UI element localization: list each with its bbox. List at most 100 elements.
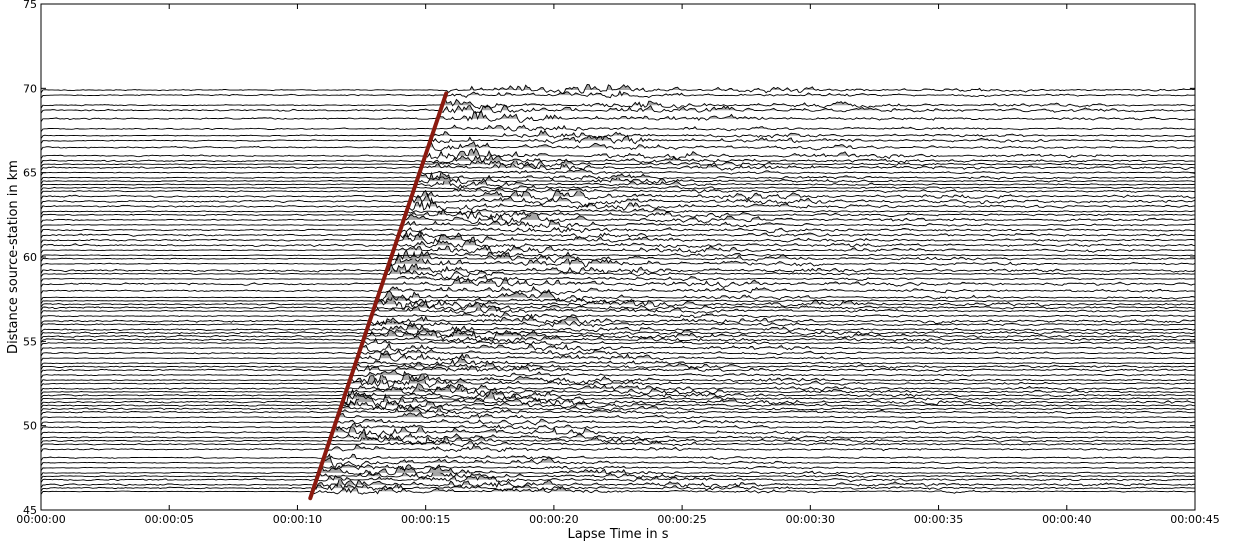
trace-fill <box>41 227 1195 230</box>
trace-line <box>41 373 1195 389</box>
trace-line <box>41 474 1195 483</box>
trace-line <box>41 196 1195 211</box>
trace-line <box>41 153 1195 165</box>
trace-line <box>41 469 1195 480</box>
x-tick-label: 00:00:00 <box>16 513 65 526</box>
x-tick-label: 00:00:15 <box>401 513 450 526</box>
trace-line <box>41 300 1195 312</box>
x-axis-ticks: 00:00:00 00:00:05 00:00:10 00:00:15 00:00:20… <box>16 4 1220 526</box>
trace-line <box>41 231 1195 239</box>
trace-line <box>41 464 1195 477</box>
trace-line <box>41 213 1195 225</box>
plot-background <box>41 4 1195 510</box>
trace-line <box>41 89 1195 99</box>
trace-line <box>41 391 1195 404</box>
trace-line <box>41 244 1195 254</box>
trace-line <box>41 361 1195 370</box>
trace-line <box>41 285 1195 296</box>
trace-line <box>41 453 1195 469</box>
trace-fill <box>41 173 1195 178</box>
trace-line <box>41 370 1195 386</box>
trace-line <box>41 134 1195 145</box>
trace-line <box>41 250 1195 268</box>
moveout-line <box>308 91 449 501</box>
trace-line <box>41 355 1195 367</box>
trace-line <box>41 97 1195 110</box>
seismic-traces <box>41 84 1195 495</box>
trace-line <box>41 388 1195 400</box>
trace-fill <box>41 232 1195 236</box>
trace-line <box>41 425 1195 437</box>
trace-line <box>41 229 1195 245</box>
trace-line <box>41 439 1195 448</box>
x-tick-label: 00:00:35 <box>914 513 963 526</box>
trace-line <box>41 305 1195 315</box>
trace-line <box>41 313 1195 326</box>
trace-line <box>41 478 1195 491</box>
trace-line <box>41 335 1195 344</box>
trace-line <box>41 192 1195 208</box>
y-tick-label: 50 <box>23 420 37 433</box>
x-tick-label: 00:00:05 <box>145 513 194 526</box>
trace-line <box>41 264 1195 280</box>
x-axis-label: Lapse Time in s <box>567 527 668 542</box>
trace-line <box>41 294 1195 305</box>
trace-line <box>41 251 1195 259</box>
trace-line <box>41 463 1195 472</box>
y-tick-label: 70 <box>23 82 37 95</box>
trace-line <box>41 289 1195 303</box>
trace-line <box>41 124 1195 133</box>
trace-line <box>41 161 1195 171</box>
trace-line <box>41 486 1195 495</box>
trace-line <box>41 382 1195 392</box>
trace-line <box>41 236 1195 249</box>
trace-line <box>41 275 1195 289</box>
x-tick-label: 00:00:30 <box>786 513 835 526</box>
trace-line <box>41 383 1195 398</box>
trace-line <box>41 350 1195 362</box>
trace-line <box>41 453 1195 462</box>
trace-line <box>41 327 1195 338</box>
y-tick-label: 65 <box>23 167 37 180</box>
trace-line <box>41 140 1195 152</box>
trace-line <box>41 348 1195 357</box>
x-tick-label: 00:00:45 <box>1170 513 1219 526</box>
trace-line <box>41 326 1195 342</box>
trace-fill <box>41 454 1195 463</box>
trace-line <box>41 444 1195 453</box>
trace-line <box>41 321 1195 333</box>
trace-line <box>41 312 1195 320</box>
trace-line <box>41 104 1195 114</box>
trace-line <box>41 147 1195 161</box>
x-tick-label: 00:00:20 <box>529 513 578 526</box>
trace-line <box>41 177 1195 189</box>
trace-fill <box>41 464 1195 468</box>
trace-fill <box>41 412 1195 418</box>
trace-line <box>41 173 1195 181</box>
trace-line <box>41 109 1195 123</box>
trace-line <box>41 369 1195 379</box>
y-tick-label: 45 <box>23 504 37 517</box>
trace-line <box>41 405 1195 416</box>
trace-line <box>41 392 1195 407</box>
x-tick-label: 00:00:40 <box>1042 513 1091 526</box>
trace-line <box>41 186 1195 195</box>
trace-line <box>41 411 1195 421</box>
trace-line <box>41 318 1195 328</box>
trace-line <box>41 294 1195 310</box>
trace-line <box>41 418 1195 426</box>
trace-line <box>41 168 1195 176</box>
trace-line <box>41 337 1195 347</box>
trace-line <box>41 184 1195 192</box>
y-tick-label: 60 <box>23 251 37 264</box>
y-tick-label: 75 <box>23 0 37 11</box>
trace-line <box>41 274 1195 283</box>
trace-line <box>41 219 1195 229</box>
trace-line <box>41 483 1195 492</box>
y-tick-label: 55 <box>23 335 37 348</box>
trace-line <box>41 364 1195 374</box>
x-tick-label: 00:00:10 <box>273 513 322 526</box>
trace-line <box>41 129 1195 139</box>
trace-line <box>41 226 1195 234</box>
